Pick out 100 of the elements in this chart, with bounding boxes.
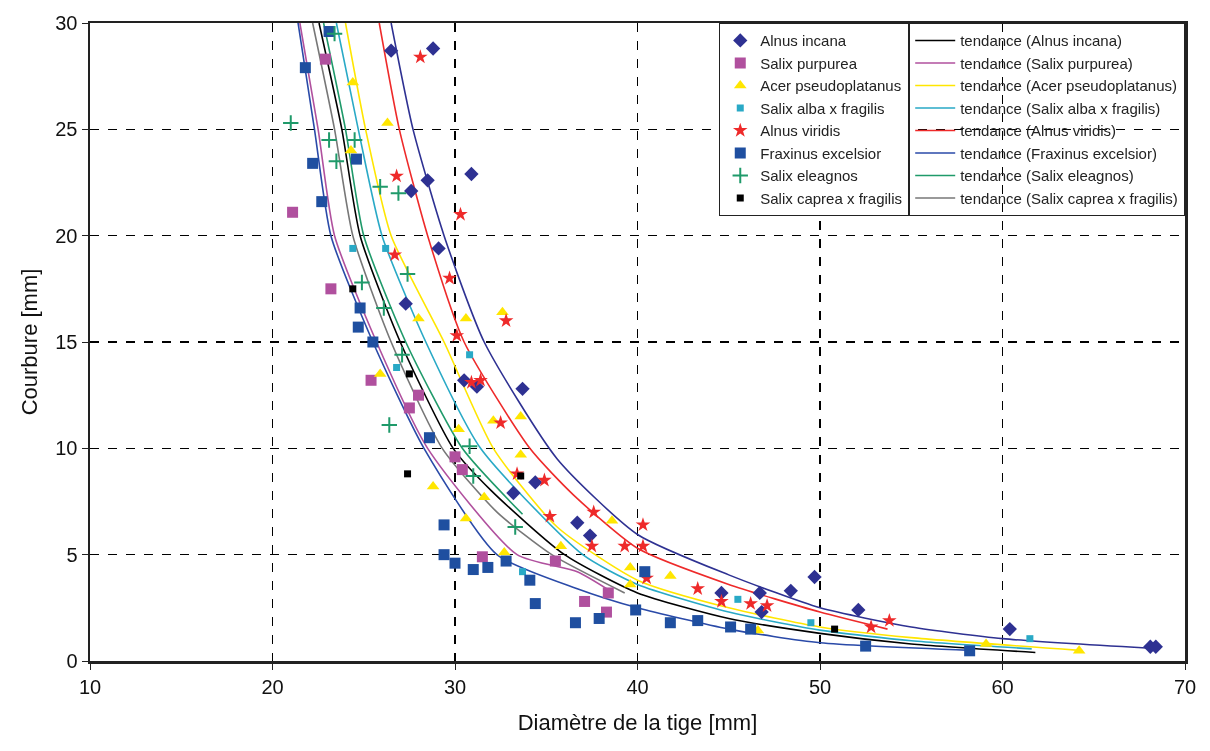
point: [964, 645, 976, 657]
point: [493, 415, 508, 430]
point: [299, 62, 311, 74]
legend-label: tendance (Salix alba x fragilis): [960, 99, 1161, 117]
point: [664, 617, 676, 629]
point: [807, 569, 822, 585]
point: [714, 593, 729, 608]
point: [464, 374, 479, 389]
point: [579, 595, 591, 607]
legend-label: tendance (Salix caprea x fragilis): [960, 189, 1178, 207]
point: [759, 598, 775, 612]
point: [393, 346, 411, 364]
point: [398, 265, 417, 283]
point: [482, 561, 494, 573]
point: [783, 583, 798, 598]
point: [371, 178, 389, 196]
point: [519, 568, 527, 576]
point: [617, 538, 633, 553]
legend-label: tendance (Salix eleagnos): [960, 167, 1134, 185]
point: [863, 619, 879, 634]
point: [582, 528, 598, 543]
point: [420, 173, 435, 188]
point: [425, 41, 441, 56]
point: [1002, 621, 1017, 637]
point: [570, 515, 585, 530]
legend-label: tendance (Alnus incana): [960, 32, 1122, 50]
point: [449, 327, 465, 342]
point: [623, 561, 637, 571]
point: [349, 244, 357, 252]
point: [353, 273, 371, 292]
point: [725, 621, 737, 633]
point: [882, 612, 897, 627]
legend-label: Acer pseudoplatanus: [760, 77, 902, 95]
point: [500, 555, 512, 567]
point: [449, 557, 461, 569]
point: [282, 114, 300, 132]
point: [635, 517, 651, 532]
point: [387, 247, 403, 262]
point: [745, 623, 757, 635]
point: [860, 640, 872, 652]
y-tick-label: 0: [66, 650, 78, 672]
point: [449, 451, 461, 463]
point: [623, 578, 637, 588]
point: [584, 538, 600, 553]
y-tick-label: 10: [55, 437, 78, 460]
legend-label: tendance (Alnus viridis): [960, 122, 1117, 140]
point: [743, 595, 758, 610]
point: [389, 168, 404, 183]
point: [528, 475, 543, 490]
point: [542, 508, 558, 523]
point: [506, 485, 521, 501]
y-axis-title: Courbure [mm]: [16, 268, 42, 416]
point: [403, 402, 415, 414]
x-tick-label: 40: [626, 675, 649, 698]
point: [453, 206, 468, 221]
point: [549, 555, 561, 567]
point: [320, 131, 338, 149]
point: [307, 157, 319, 169]
point: [354, 302, 366, 314]
x-tick-label: 30: [443, 675, 467, 698]
x-tick-label: 60: [991, 675, 1014, 698]
point: [413, 389, 424, 401]
point: [404, 470, 412, 478]
point: [529, 598, 541, 610]
point: [438, 549, 450, 561]
point: [398, 296, 413, 311]
point: [350, 153, 362, 165]
line-series: [322, 23, 524, 516]
y-tick-label: 20: [55, 224, 78, 247]
point: [831, 625, 839, 633]
y-tick-label: 5: [66, 543, 78, 566]
y-tick-label: 25: [55, 118, 78, 141]
legend-label: Salix eleagnos: [760, 167, 858, 185]
point: [586, 504, 602, 519]
point: [325, 24, 344, 43]
point: [476, 551, 488, 563]
point: [423, 432, 435, 444]
point: [319, 53, 331, 65]
point: [514, 410, 528, 420]
point: [287, 206, 299, 218]
point: [405, 370, 413, 378]
point: [316, 196, 328, 208]
legend-label: Salix caprea x fragilis: [760, 189, 902, 207]
point: [349, 285, 357, 293]
point: [569, 617, 581, 629]
point: [602, 587, 614, 599]
point: [413, 49, 428, 64]
x-axis-title: Diamètre de la tige [mm]: [517, 709, 758, 735]
point: [473, 372, 488, 387]
point: [383, 43, 399, 58]
point: [639, 566, 651, 578]
legend-label: Salix alba x fragilis: [760, 99, 885, 117]
point: [734, 595, 742, 603]
point: [325, 283, 337, 295]
point: [380, 416, 398, 434]
point: [382, 244, 390, 252]
point: [464, 166, 479, 182]
x-tick-label: 50: [808, 675, 832, 698]
point: [467, 564, 479, 576]
point: [442, 270, 457, 285]
